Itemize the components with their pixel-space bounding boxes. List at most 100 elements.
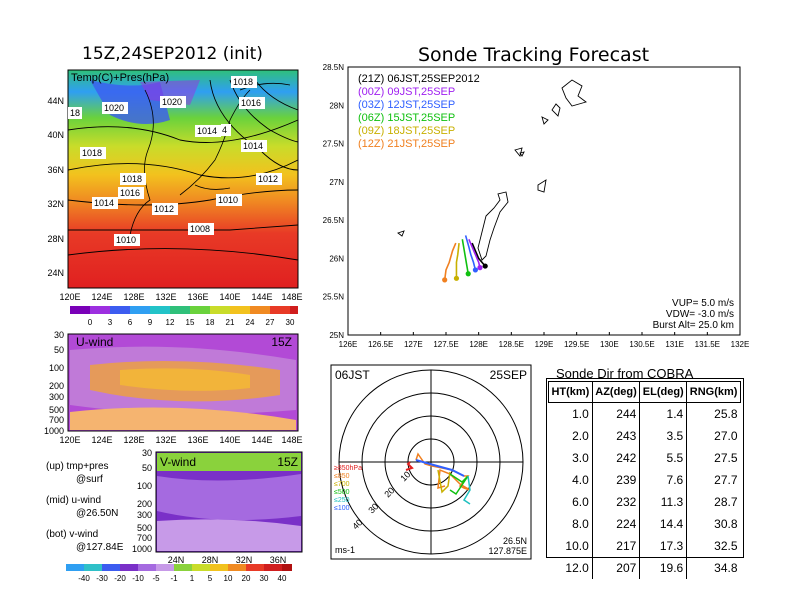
isobar-label: 1008: [190, 224, 210, 234]
sonde-table-box: HT(km) AZ(deg) EL(deg) RNG(km) 1.0 244 1.4…: [546, 378, 744, 579]
table-cell: 25.8: [714, 407, 738, 421]
track-lines: [442, 235, 488, 283]
table-cell: 5.5: [639, 447, 688, 469]
isobar-label: 1012: [154, 204, 174, 214]
col-el: EL(deg): [639, 381, 688, 403]
legend-entry-12z: (12Z) 21JST,25SEP: [358, 138, 455, 150]
svg-text:32N: 32N: [47, 199, 64, 209]
svg-text:0: 0: [88, 318, 93, 327]
vwind-label: V-wind: [160, 455, 196, 469]
polar-date: 25SEP: [490, 368, 527, 382]
note-mid-level: @26.50N: [76, 508, 119, 519]
svg-text:128E: 128E: [123, 292, 144, 302]
legend-entry-06z: (06Z) 15JST,25SEP: [358, 112, 455, 124]
track-x-tick: 128.5E: [499, 340, 524, 349]
table-cell: 34.8: [714, 561, 738, 575]
vdw-param: VDW= -3.0 m/s: [666, 309, 734, 320]
table-cell: 2.0: [548, 425, 593, 447]
track-x-tick: 126E: [339, 340, 358, 349]
table-row: 10.0 217 17.3 32.5: [548, 535, 741, 557]
legend-entry-00z: (00Z) 09JST,25SEP: [358, 86, 455, 98]
isobar-label: 4: [222, 125, 227, 135]
svg-text:300: 300: [137, 510, 152, 520]
svg-text:12: 12: [166, 318, 175, 327]
table-cell: 27.5: [714, 451, 738, 465]
legend-entry-21z: (21Z) 06JST,25SEP2012: [358, 73, 480, 85]
track-series-4: [455, 243, 460, 279]
note-bot: (bot) v-wind: [46, 529, 99, 540]
isobar-label: 1014: [243, 141, 263, 151]
uwind-section: U-wind 15Z 30 50 100 200 300 500 700 100…: [44, 330, 303, 445]
map-y-ticks: 44N 40N 36N 32N 28N 24N: [47, 96, 64, 278]
table-cell: 4.0: [548, 469, 593, 491]
map-x-ticks: 120E 124E 128E 132E 136E 140E 144E 148E: [59, 292, 302, 302]
table-cell: 1.4: [639, 402, 688, 425]
isobar-label: 18: [70, 108, 80, 118]
table-cell: 32.5: [714, 539, 738, 553]
svg-text:144E: 144E: [251, 292, 272, 302]
svg-text:-40: -40: [78, 574, 90, 583]
surface-map: 1018 1016 1020 1020 18 1014 4 1014 1018 …: [47, 69, 303, 327]
svg-text:50: 50: [142, 463, 152, 473]
polar-time: 06JST: [335, 368, 370, 382]
islands: [397, 79, 587, 261]
svg-text:120E: 120E: [59, 435, 80, 445]
svg-text:140E: 140E: [219, 435, 240, 445]
note-up-level: @surf: [76, 474, 103, 485]
table-cell: 11.3: [639, 491, 688, 513]
table-cell: 244: [592, 402, 641, 425]
svg-text:128E: 128E: [123, 435, 144, 445]
track-series-2: [464, 235, 477, 271]
svg-text:300: 300: [49, 392, 64, 402]
svg-text:700: 700: [49, 415, 64, 425]
polar-wind-plot: 10 20 30 40 ≥850hPa ≤850 ≤700 ≤500 ≤250 …: [330, 364, 532, 560]
track-x-ticks: 126E 126.5E 127E 127.5E 128E 128.5E 129E 129.5E…: [339, 332, 749, 349]
svg-text:1: 1: [190, 574, 195, 583]
table-cell: 8.0: [548, 513, 593, 535]
svg-text:36N: 36N: [47, 165, 64, 175]
svg-text:30: 30: [260, 574, 269, 583]
svg-text:-1: -1: [170, 574, 178, 583]
svg-text:144E: 144E: [251, 435, 272, 445]
hodograph-sfc: [405, 461, 414, 471]
track-series-5: [443, 242, 457, 280]
svg-text:44N: 44N: [47, 96, 64, 106]
isobar-label: 1016: [241, 98, 261, 108]
track-x-tick: 131.5E: [695, 340, 720, 349]
track-x-tick: 126.5E: [368, 340, 393, 349]
svg-text:≤100: ≤100: [334, 505, 350, 512]
svg-text:9: 9: [148, 318, 153, 327]
svg-text:18: 18: [206, 318, 215, 327]
polar-lon: 127.875E: [488, 546, 527, 556]
track-x-tick: 128E: [469, 340, 488, 349]
svg-text:200: 200: [137, 499, 152, 509]
table-cell: 243: [592, 425, 641, 447]
track-y-tick: 27.5N: [323, 140, 345, 149]
svg-text:136E: 136E: [187, 435, 208, 445]
table-cell: 217: [592, 535, 641, 557]
svg-text:-5: -5: [152, 574, 160, 583]
table-cell: 17.3: [639, 535, 688, 557]
svg-text:500: 500: [49, 405, 64, 415]
table-cell: 14.4: [639, 513, 688, 535]
tracking-title: Sonde Tracking Forecast: [418, 44, 650, 66]
track-y-tick: 25N: [329, 331, 344, 340]
sonde-table-title: Sonde Dir from COBRA: [556, 366, 694, 381]
vwind-time: 15Z: [277, 455, 298, 469]
svg-text:200: 200: [49, 381, 64, 391]
track-series-0: [471, 242, 486, 267]
svg-text:3: 3: [108, 318, 113, 327]
isobar-label: 1018: [122, 174, 142, 184]
table-cell: 239: [592, 469, 641, 491]
svg-text:-10: -10: [132, 574, 144, 583]
isobar-label: 1014: [94, 198, 114, 208]
isobar-label: 1020: [162, 97, 182, 107]
svg-text:148E: 148E: [281, 292, 302, 302]
table-cell: 6.0: [548, 491, 593, 513]
svg-text:≥850hPa: ≥850hPa: [334, 465, 362, 472]
svg-text:28N: 28N: [202, 555, 219, 565]
note-bot-level: @127.84E: [76, 542, 124, 553]
track-y-tick: 28N: [329, 101, 344, 110]
track-series-1: [468, 238, 481, 268]
track-y-tick: 26N: [329, 254, 344, 263]
